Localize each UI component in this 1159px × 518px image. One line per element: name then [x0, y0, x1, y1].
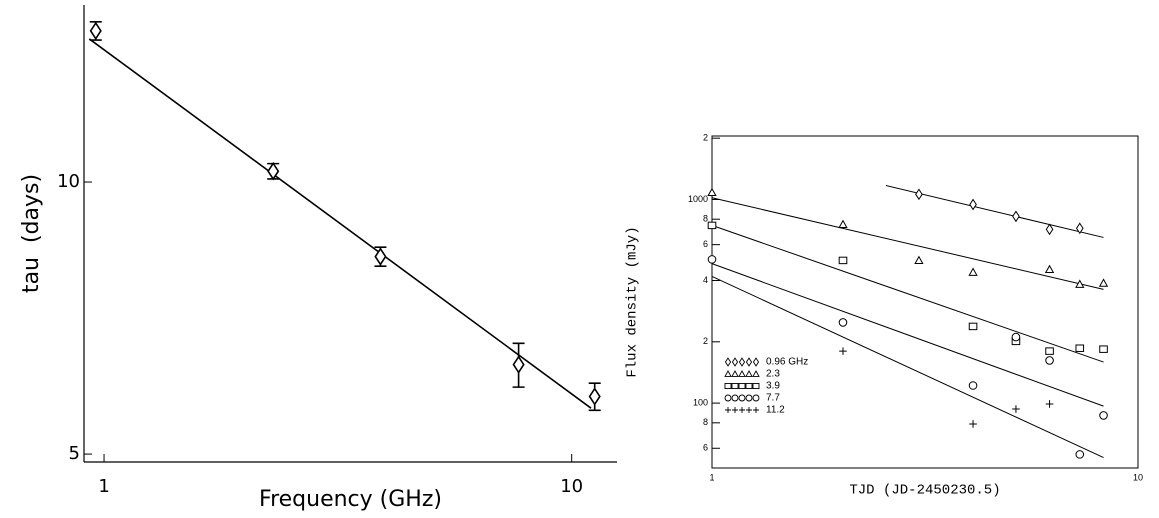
legend-entry: 7.7: [724, 393, 780, 404]
marker: [752, 370, 760, 377]
marker: [969, 198, 977, 211]
marker: [969, 420, 977, 428]
marker: [267, 161, 280, 181]
marker: [707, 255, 717, 264]
marker: [89, 21, 102, 41]
legend-label: 2.3: [766, 369, 780, 380]
marker: [914, 255, 924, 264]
marker: [724, 357, 732, 367]
marker: [707, 221, 717, 230]
marker: [725, 407, 731, 413]
fit-line: [711, 197, 1104, 290]
marker: [838, 219, 848, 228]
marker: [374, 247, 387, 266]
fit-line: [711, 263, 1104, 407]
legend-entry: 11.2: [725, 405, 785, 416]
plot-frame: [711, 135, 1139, 469]
marker: [738, 383, 746, 390]
marker: [968, 322, 978, 331]
marker: [838, 318, 848, 327]
marker: [745, 370, 753, 377]
legend-label: 0.96 GHz: [766, 357, 808, 368]
marker: [731, 357, 739, 367]
fit-line: [711, 224, 1104, 363]
marker: [752, 357, 760, 367]
legend-label: 11.2: [766, 405, 785, 416]
x-tick-label: 1: [98, 476, 109, 497]
legend-entry: 2.3: [724, 369, 780, 380]
y-axis-label: Flux density (mJy): [625, 226, 641, 377]
marker: [1012, 405, 1020, 413]
legend-label: 7.7: [766, 393, 780, 404]
y-tick-label: 6: [703, 443, 708, 453]
marker: [739, 407, 745, 413]
y-tick-label: 5: [69, 443, 80, 464]
marker: [1045, 223, 1054, 236]
marker: [1075, 450, 1085, 459]
marker: [968, 381, 978, 390]
marker: [753, 407, 759, 413]
marker: [732, 407, 738, 413]
marker: [915, 188, 923, 201]
y-tick-label: 10: [57, 171, 80, 192]
y-tick-label: 4: [703, 275, 708, 285]
y-tick-label: 2: [703, 133, 708, 143]
y-tick-label: 100: [693, 397, 708, 407]
marker: [731, 370, 739, 377]
marker: [1099, 411, 1108, 420]
y-tick-label: 8: [703, 214, 708, 224]
x-axis-label: TJD (JD-2450230.5): [849, 483, 1000, 499]
marker: [1075, 222, 1084, 235]
marker: [752, 394, 760, 402]
marker: [738, 394, 746, 402]
x-tick-label: 10: [560, 476, 583, 497]
marker: [707, 187, 717, 197]
legend-entry: 3.9: [724, 381, 780, 392]
y-tick-label: 2: [703, 336, 708, 346]
marker: [724, 383, 732, 390]
marker: [1098, 278, 1109, 287]
y-tick-label: 1000: [688, 194, 708, 204]
y-tick-label: 8: [703, 417, 708, 427]
fit-line: [711, 275, 1104, 459]
marker: [588, 387, 601, 406]
marker: [731, 383, 739, 390]
legend-label: 3.9: [766, 381, 780, 392]
y-axis-label: tau (days): [19, 174, 44, 293]
marker: [1099, 345, 1108, 353]
marker: [968, 267, 978, 276]
marker: [745, 394, 753, 402]
marker: [1011, 332, 1021, 342]
marker: [738, 357, 746, 367]
marker: [731, 394, 739, 402]
marker: [752, 383, 760, 390]
x-tick-label: 10: [1133, 472, 1143, 482]
marker: [839, 347, 847, 355]
marker: [1045, 347, 1054, 355]
marker: [838, 256, 848, 265]
marker: [724, 394, 732, 402]
marker: [1045, 356, 1054, 365]
marker: [1012, 210, 1020, 223]
marker: [745, 383, 753, 390]
legend-entry: 0.96 GHz: [724, 357, 808, 368]
x-axis-label: Frequency (GHz): [259, 487, 442, 512]
fit-line: [88, 38, 592, 409]
marker: [724, 370, 732, 377]
marker: [512, 355, 525, 374]
marker: [1045, 400, 1054, 408]
marker: [746, 407, 752, 413]
x-tick-label: 1: [709, 472, 714, 482]
marker: [745, 357, 753, 367]
chart: 1 10 5 10 Frequency (GHz) tau (days): [19, 5, 617, 512]
marker: [738, 370, 746, 377]
y-tick-label: 6: [703, 239, 708, 249]
marker: [1044, 264, 1055, 274]
marker: [1075, 344, 1085, 352]
chart: 1 10 6 8 100 2 4 6 8 1000 2 TJD (JD-2450230.5) Flux …: [625, 133, 1143, 499]
marker: [1075, 279, 1085, 288]
